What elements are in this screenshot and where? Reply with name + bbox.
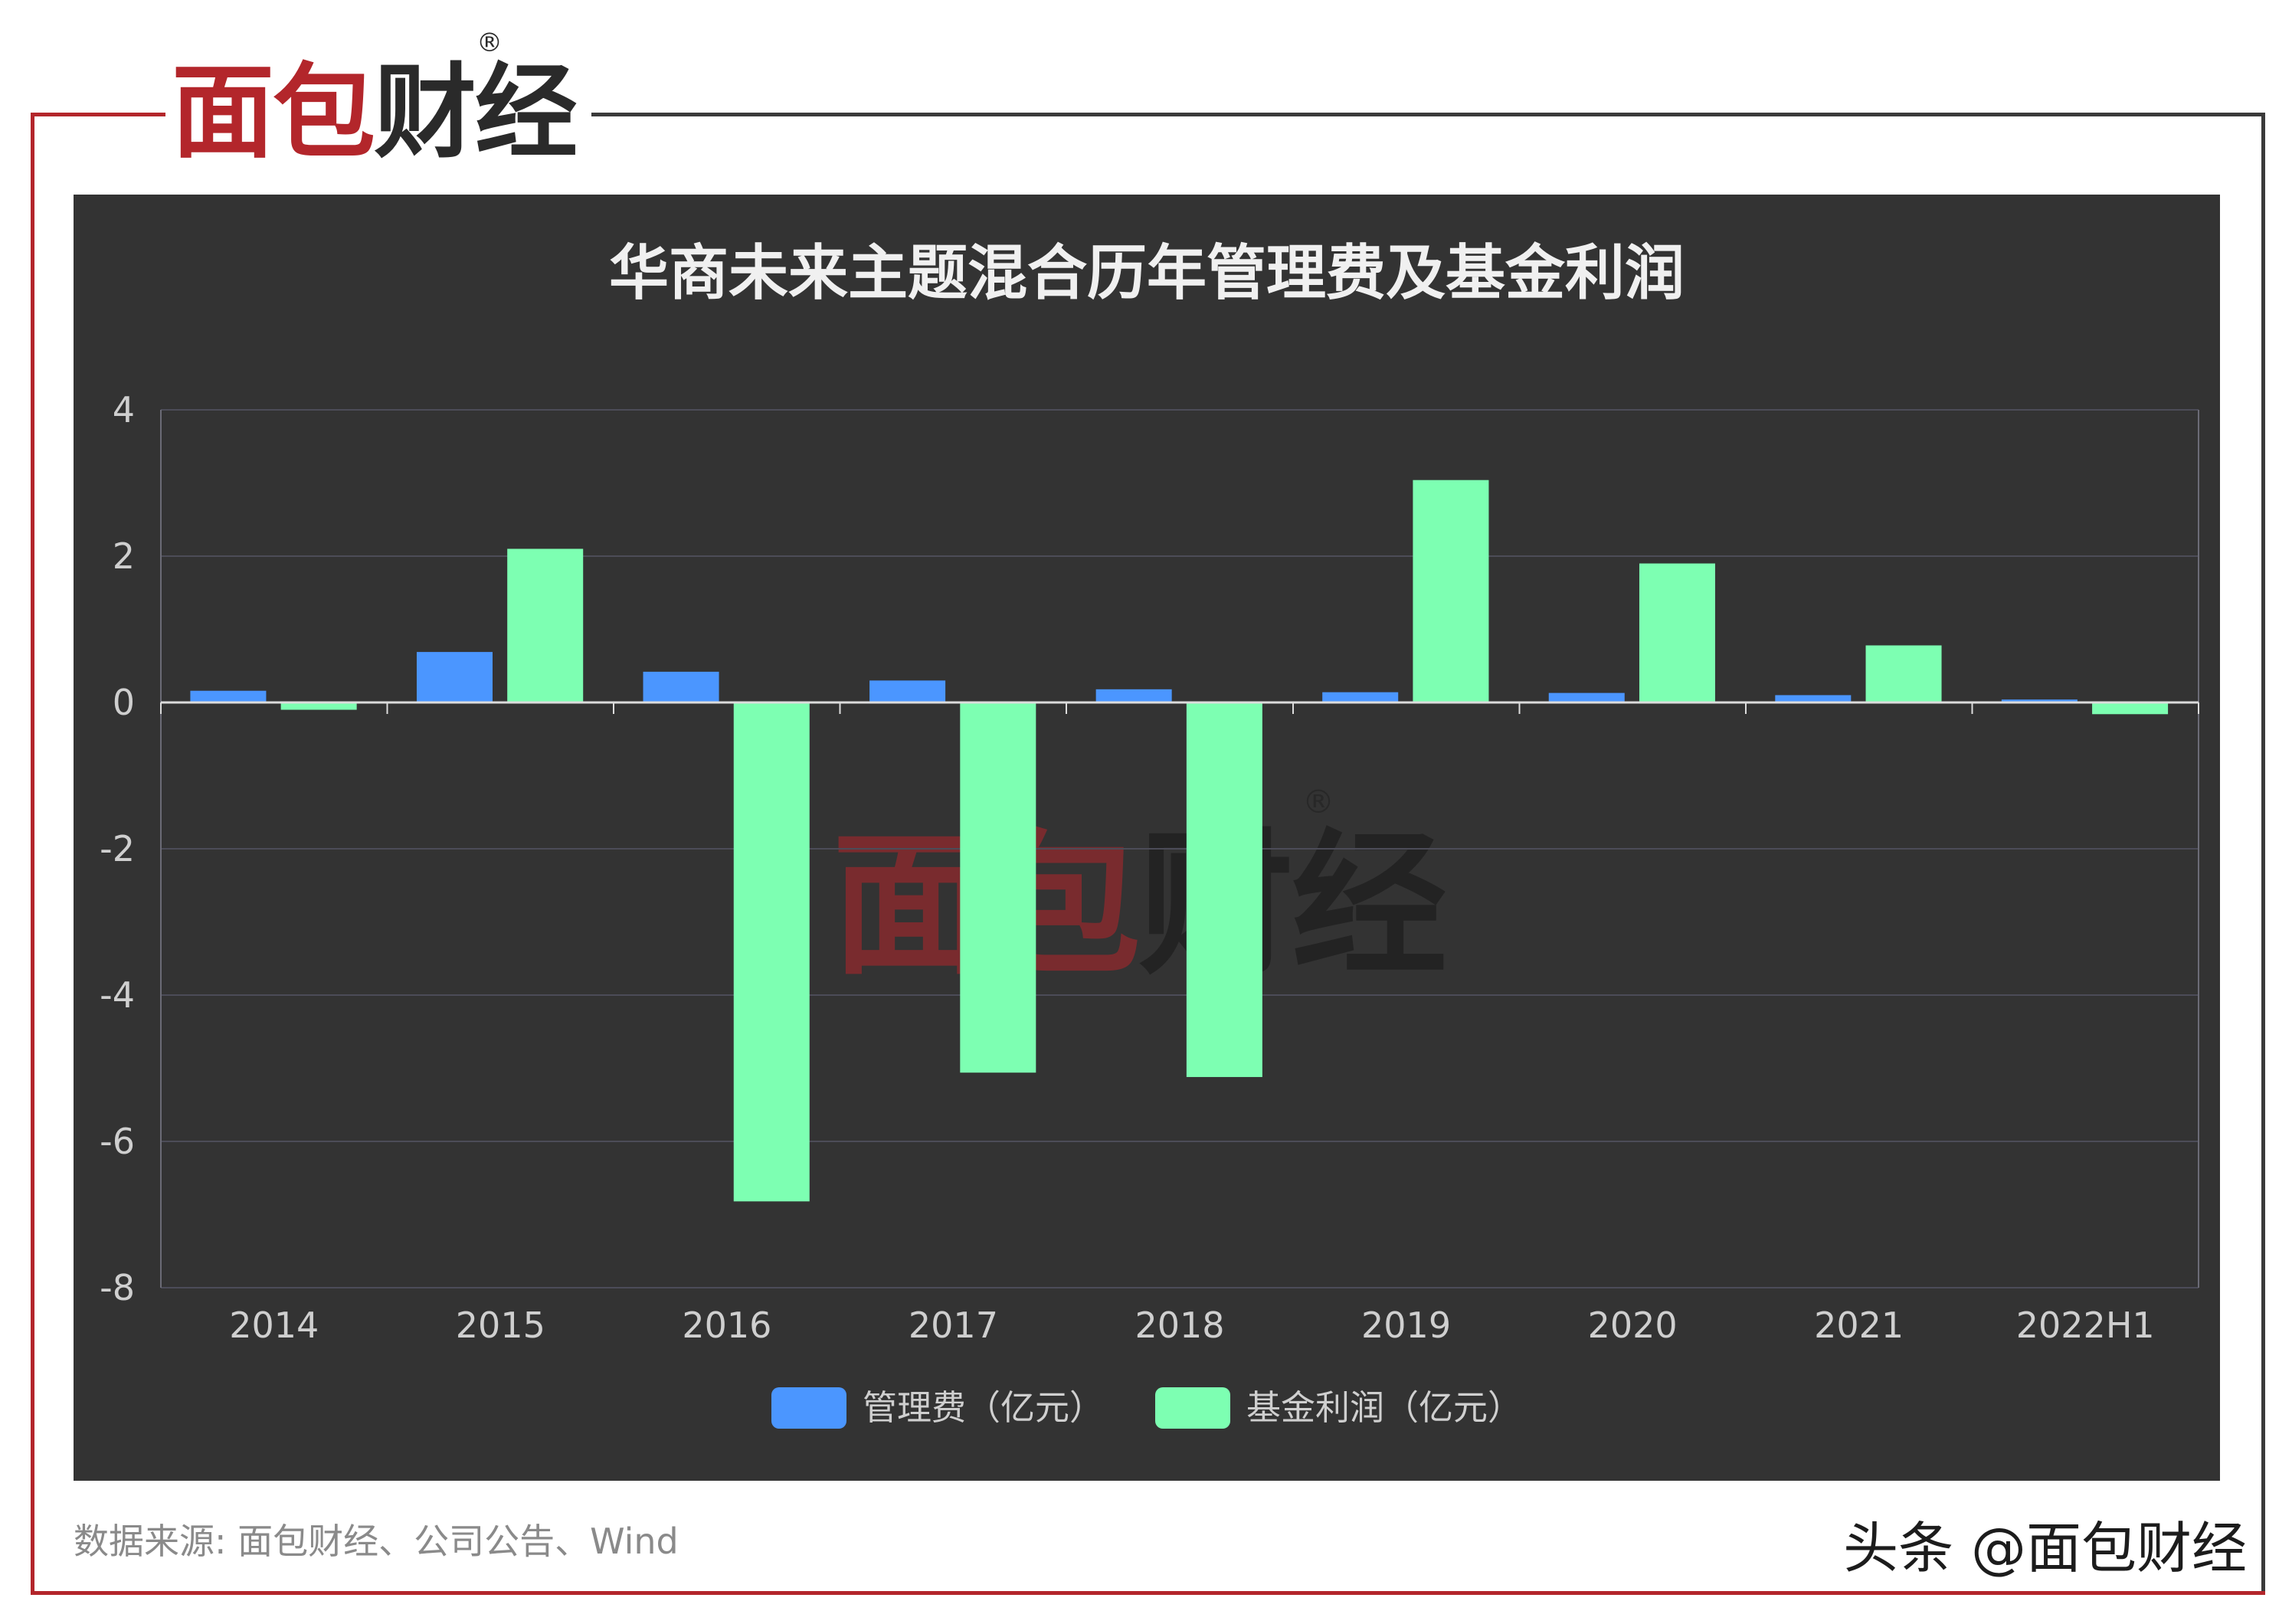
frame-line-bottom [31,1591,2265,1595]
logo-char: 面 [172,53,274,172]
x-tick-label-2016: 2016 [682,1305,771,1346]
legend-item-fund-profit[interactable]: 基金利润（亿元） [1155,1385,1522,1431]
x-tick-label-2014: 2014 [229,1305,319,1346]
bar-management-fee-2017 [869,680,946,702]
bar-fund-profit-2020 [1639,563,1715,702]
legend-swatch-fund-profit [1155,1387,1230,1429]
frame-line-left [31,113,34,1595]
frame-line-top-dark [591,113,2265,116]
bar-fund-profit-2022h1 [2092,702,2169,715]
bar-management-fee-2018 [1095,689,1172,702]
bar-fund-profit-2019 [1413,480,1489,702]
bar-management-fee-2020 [1548,692,1625,702]
bar-management-fee-2016 [643,671,719,702]
x-tick-label-2019: 2019 [1361,1305,1451,1346]
chart-title: 华商未来主题混合历年管理费及基金利润 [608,239,1685,308]
y-tick-label-neg6: -6 [100,1121,135,1162]
y-tick-label-neg8: -8 [100,1267,135,1308]
y-tick-label-0: 0 [113,682,135,723]
bar-management-fee-2015 [416,652,493,702]
data-source-note: 数据来源: 面包财经、公司公告、Wind [74,1521,679,1562]
y-tick-label-4: 4 [113,389,135,431]
logo-char: 财 [374,53,476,172]
legend-label-fund-profit: 基金利润（亿元） [1246,1387,1523,1428]
logo-char: 包 [273,53,375,172]
bar-management-fee-2021 [1775,695,1852,702]
bar-fund-profit-2017 [960,702,1036,1073]
brand-logo: 面 包 财 经 [172,53,578,172]
y-tick-label-2: 2 [113,535,135,577]
bar-fund-profit-2016 [733,702,810,1202]
legend-label-management-fee: 管理费（亿元） [862,1387,1104,1428]
x-tick-label-2021: 2021 [1814,1305,1904,1346]
bar-fund-profit-2014 [280,702,357,710]
y-tick-label-neg4: -4 [100,974,135,1016]
legend-item-management-fee[interactable]: 管理费（亿元） [771,1385,1104,1431]
y-tick-label-neg2: -2 [100,828,135,869]
x-tick-label-2017: 2017 [909,1305,998,1346]
bar-management-fee-2022h1 [2001,699,2078,702]
bar-fund-profit-2015 [507,548,584,702]
logo-char: 经 [475,53,578,172]
bar-management-fee-2019 [1322,692,1399,702]
bar-management-fee-2014 [190,690,267,702]
legend-swatch-management-fee [771,1387,846,1429]
frame-line-top-red [31,113,165,116]
bar-fund-profit-2021 [1865,645,1942,702]
x-tick-label-2022h1: 2022H1 [2016,1305,2155,1346]
chart-panel [74,195,2220,1481]
frame-line-right [2261,113,2265,1595]
x-tick-label-2015: 2015 [456,1305,545,1346]
x-tick-label-2020: 2020 [1588,1305,1678,1346]
watermark-registered-mark: ® [1302,783,1334,820]
x-tick-label-2018: 2018 [1135,1305,1224,1346]
platform-watermark: 头条 @面包财经 [1843,1516,2247,1580]
chart-legend: 管理费（亿元） 基金利润（亿元） [74,1385,2220,1431]
bar-fund-profit-2018 [1186,702,1262,1077]
logo-registered-mark: ® [476,28,503,58]
